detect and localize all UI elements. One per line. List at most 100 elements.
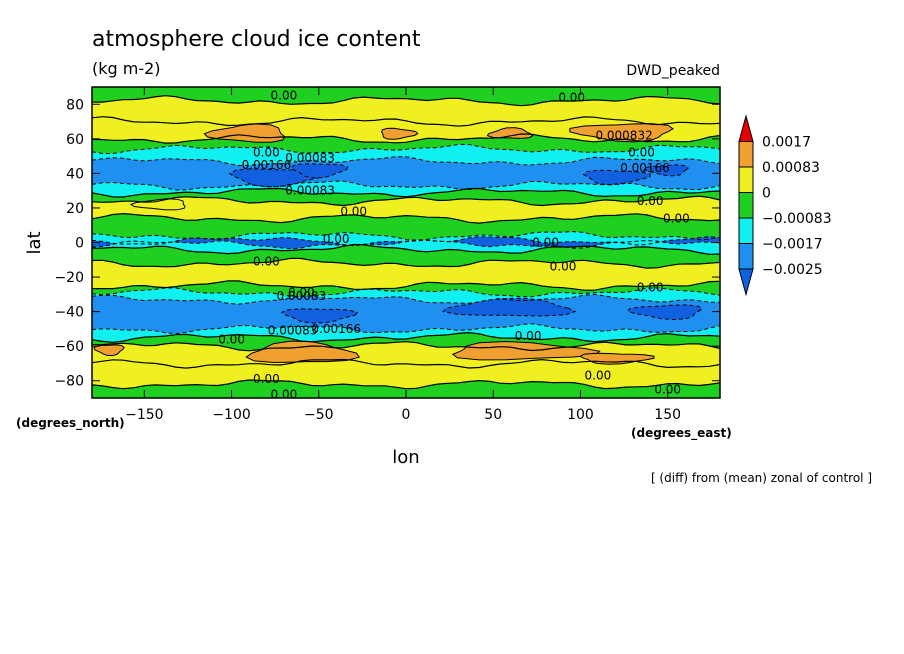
comparison-note: [ (diff) from (mean) zonal of control ] xyxy=(651,471,872,485)
contour-label: 0.00083 xyxy=(276,289,326,303)
contour-patch xyxy=(582,169,651,186)
contour-label: 0.00 xyxy=(550,260,577,274)
x-tick-label: 50 xyxy=(484,407,502,423)
contour-line xyxy=(92,143,720,154)
contour-label: 0.00 xyxy=(253,255,280,269)
y-axis-label: lat xyxy=(24,231,45,254)
y-tick-label: 20 xyxy=(66,201,84,217)
contour-label: 0.00166 xyxy=(620,161,670,175)
legend-swatch xyxy=(738,192,754,219)
y-units-label: (degrees_north) xyxy=(16,416,125,431)
contour-label: 0.00083 xyxy=(285,151,335,165)
contour-band xyxy=(92,196,720,224)
contour-patch xyxy=(290,163,349,179)
contour-line xyxy=(92,323,720,335)
y-tick-label: −20 xyxy=(54,270,84,286)
chart-title: atmosphere cloud ice content xyxy=(92,27,421,52)
color-legend: 0.0017 0.00083 0 −0.00083 −0.0017 −0.0025 xyxy=(738,114,832,297)
contour-label: 0.00 xyxy=(288,286,315,300)
legend-label: 0 xyxy=(762,186,771,202)
contour-patch xyxy=(486,127,534,139)
chart-units: (kg m-2) xyxy=(92,59,161,78)
contour-patch xyxy=(627,304,703,321)
contour-label: 0.00 xyxy=(253,372,280,386)
contour-line xyxy=(92,280,720,291)
contour-line xyxy=(92,331,720,343)
legend-swatch xyxy=(738,217,754,244)
contour-line xyxy=(92,156,720,167)
contour-band xyxy=(92,258,720,291)
experiment-label: DWD_peaked xyxy=(626,63,720,79)
contour-label: 0.00 xyxy=(637,194,664,208)
contour-label: 0.00 xyxy=(637,280,664,294)
y-tick-label: −60 xyxy=(54,339,84,355)
x-axis-label: lon xyxy=(392,447,419,468)
legend-swatch xyxy=(738,243,754,270)
contour-label: 0.00 xyxy=(253,146,280,160)
x-tick-label: 0 xyxy=(402,407,411,423)
contour-label: 0.00 xyxy=(558,90,585,104)
contour-patch xyxy=(381,127,419,140)
contour-label: 0.00 xyxy=(532,236,559,250)
x-tick-label: −50 xyxy=(304,407,334,423)
contour-label: 0.00083 xyxy=(268,324,318,338)
contour-line xyxy=(92,341,720,352)
contour-line xyxy=(92,212,720,224)
legend-label: 0.00083 xyxy=(762,160,820,176)
contour-band xyxy=(92,144,720,166)
contour-patch xyxy=(643,164,689,177)
contour-label: 0.00 xyxy=(218,332,245,346)
contour-band xyxy=(92,359,720,389)
legend-label: −0.0017 xyxy=(762,237,823,253)
contour-label: 0.00166 xyxy=(311,322,361,336)
contour-patch xyxy=(451,340,601,361)
contour-band xyxy=(92,95,720,127)
legend-swatch xyxy=(738,268,754,297)
contour-line xyxy=(92,187,720,198)
contour-band xyxy=(92,294,720,334)
contour-line xyxy=(92,257,720,269)
plot-area: 0.00 0.000.0008320.000830.001660.000.0016… xyxy=(91,86,721,402)
contour-line xyxy=(92,180,720,191)
contour-line xyxy=(92,379,720,390)
contour-band xyxy=(92,287,720,305)
legend-swatch xyxy=(738,141,754,168)
contour-label: 0.00 xyxy=(271,388,298,402)
x-tick-label: −150 xyxy=(125,407,163,423)
contour-label: 0.00 xyxy=(323,232,350,246)
contour-line xyxy=(92,239,720,250)
contour-label: 0.00 xyxy=(654,382,681,396)
contour-band xyxy=(92,87,720,106)
contour-patch xyxy=(245,340,361,364)
contour-label: 0.00166 xyxy=(242,158,292,172)
y-tick-label: 0 xyxy=(75,236,84,252)
contour-line xyxy=(92,95,720,107)
legend-swatch xyxy=(738,166,754,193)
contour-label: 0.000832 xyxy=(595,128,652,142)
y-tick-label: −40 xyxy=(54,305,84,321)
contour-band xyxy=(92,231,720,246)
contour-label: 0.00 xyxy=(585,369,612,383)
legend-swatch xyxy=(738,114,754,142)
contour-band xyxy=(92,280,720,297)
contour-patch xyxy=(280,308,359,324)
x-axis: −150 −100 −50 0 50 100 150 xyxy=(125,87,681,423)
contour-band xyxy=(92,213,720,241)
contour-band xyxy=(92,236,720,249)
legend-label: −0.00083 xyxy=(762,211,832,227)
legend-label: 0.0017 xyxy=(762,135,811,151)
contour-line xyxy=(92,133,720,144)
contour-labels: 0.00 0.000.0008320.000830.001660.000.0016… xyxy=(218,89,690,402)
contour-lines xyxy=(92,95,720,390)
x-units-label: (degrees_east) xyxy=(631,426,732,441)
y-tick-label: −80 xyxy=(54,374,84,390)
contour-label: 0.00 xyxy=(663,211,690,225)
contour-line xyxy=(92,287,720,298)
contour-line xyxy=(92,195,720,207)
contour-label: 0.00 xyxy=(271,89,298,103)
contour-label: 0.00 xyxy=(515,329,542,343)
contour-label: 0.00083 xyxy=(285,184,335,198)
y-tick-label: 80 xyxy=(66,97,84,113)
y-axis: 80 60 40 20 0 −20 −40 −60 −80 xyxy=(54,97,720,390)
legend-label: −0.0025 xyxy=(762,262,823,278)
